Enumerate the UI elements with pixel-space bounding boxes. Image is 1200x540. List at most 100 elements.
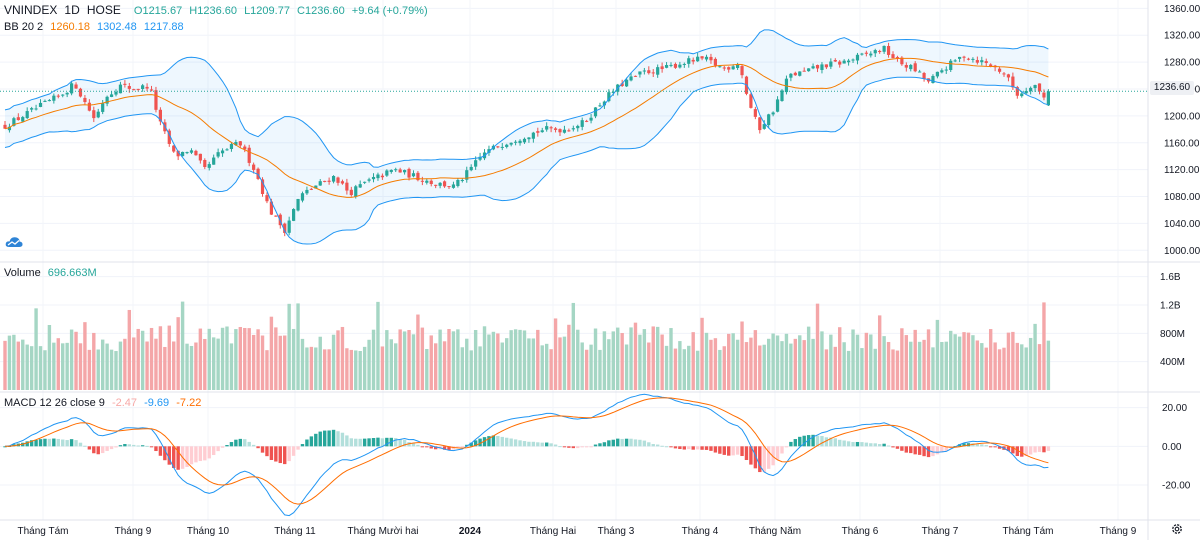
volume-bar xyxy=(38,346,43,390)
volume-bar xyxy=(860,348,864,390)
volume-bar xyxy=(274,327,278,390)
candle-body xyxy=(30,108,34,110)
volume-bar xyxy=(1028,337,1033,390)
macd-histogram-bar xyxy=(318,431,322,447)
cloud-logo-icon[interactable] xyxy=(5,236,23,248)
candle-body xyxy=(345,182,349,191)
volume-bar xyxy=(651,326,655,390)
candle xyxy=(149,85,154,92)
volume-bar xyxy=(402,331,407,390)
macd-tick-label: -20.00 xyxy=(1162,481,1191,492)
volume-bar xyxy=(278,335,282,390)
candle xyxy=(25,107,29,120)
volume-bar xyxy=(829,334,833,390)
volume-bar xyxy=(47,325,52,390)
volume-bar xyxy=(149,327,154,390)
settings-gear-icon[interactable] xyxy=(1170,522,1184,536)
macd-histogram-bar xyxy=(220,446,225,448)
candle xyxy=(966,57,971,61)
macd-histogram-bar xyxy=(278,446,282,464)
macd-histogram-bar xyxy=(362,438,367,447)
candle xyxy=(727,66,731,73)
candle xyxy=(16,113,20,121)
macd-histogram-bar xyxy=(909,446,913,454)
candle-body xyxy=(505,144,509,147)
candle-body xyxy=(474,160,478,167)
candle xyxy=(323,180,327,183)
bollinger-legend[interactable]: BB 20 2 1260.18 1302.48 1217.88 xyxy=(4,20,188,34)
candle-body xyxy=(562,129,567,133)
candle-body xyxy=(220,150,225,154)
bb-label[interactable]: BB 20 2 xyxy=(4,21,44,33)
volume-bar xyxy=(873,348,877,390)
macd-label[interactable]: MACD 12 26 close 9 xyxy=(4,397,105,409)
candle-body xyxy=(411,173,416,177)
macd-histogram-bar xyxy=(425,446,429,448)
macd-histogram-bar xyxy=(718,446,722,454)
candle xyxy=(220,148,225,157)
volume-bar xyxy=(584,349,589,390)
volume-tick-label: 400M xyxy=(1160,357,1185,368)
candle xyxy=(758,116,762,134)
volume-bar xyxy=(21,339,25,390)
volume-bar xyxy=(824,349,829,390)
volume-bar xyxy=(567,324,571,390)
candle-body xyxy=(842,60,846,64)
volume-bar xyxy=(203,338,207,390)
volume-bar xyxy=(993,342,997,390)
macd-histogram-bar xyxy=(394,438,398,447)
bb-basis-value: 1260.18 xyxy=(50,21,90,33)
volume-bar xyxy=(291,328,296,390)
candle xyxy=(265,192,269,204)
macd-histogram-bar xyxy=(216,446,220,452)
candle xyxy=(1033,84,1037,92)
candle-body xyxy=(709,56,713,61)
macd-legend[interactable]: MACD 12 26 close 9 -2.47 -9.69 -7.22 xyxy=(4,396,205,410)
macd-signal-value: -7.22 xyxy=(176,397,202,409)
volume-bar xyxy=(957,336,962,390)
candle-body xyxy=(585,120,589,122)
candle-body xyxy=(56,95,60,97)
candle xyxy=(345,178,349,195)
macd-histogram-bar xyxy=(100,446,105,454)
macd-histogram-bar xyxy=(487,436,491,447)
candle-body xyxy=(966,58,971,60)
macd-histogram-bar xyxy=(465,444,469,447)
macd-histogram-bar xyxy=(123,444,127,447)
interval-label[interactable]: 1D xyxy=(64,3,80,17)
macd-histogram-bar xyxy=(460,446,465,448)
candle-body xyxy=(185,152,189,154)
macd-histogram-bar xyxy=(926,446,931,458)
volume-bar xyxy=(775,335,780,390)
macd-histogram-bar xyxy=(873,443,877,447)
candle xyxy=(203,158,207,170)
volume-bar xyxy=(442,341,447,390)
volume-bar xyxy=(678,341,682,390)
macd-histogram-bar xyxy=(274,446,278,462)
volume-bar xyxy=(758,345,762,390)
candle-body xyxy=(673,63,678,68)
volume-bar xyxy=(522,330,527,390)
candle-body xyxy=(460,180,464,182)
volume-label[interactable]: Volume xyxy=(4,267,41,279)
volume-bar xyxy=(118,341,123,390)
candle-body xyxy=(571,128,575,130)
candle-body xyxy=(642,70,646,72)
macd-histogram-bar xyxy=(56,438,60,447)
time-tick-label: Tháng 11 xyxy=(274,526,316,537)
symbol-header[interactable]: VNINDEX 1D HOSE O1215.67 H1236.60 L1209.… xyxy=(4,3,432,18)
candle xyxy=(145,83,149,92)
volume-legend[interactable]: Volume 696.663M xyxy=(4,266,101,280)
macd-histogram-bar xyxy=(655,444,660,447)
volume-bar xyxy=(673,348,678,390)
volume-tick-label: 800M xyxy=(1160,329,1185,340)
symbol-name[interactable]: VNINDEX xyxy=(4,3,58,17)
candle-body xyxy=(442,181,447,187)
volume-bar xyxy=(234,329,238,390)
candle xyxy=(425,178,429,185)
candle-body xyxy=(771,112,775,115)
macd-histogram-bar xyxy=(740,446,744,457)
volume-bar xyxy=(704,332,709,390)
macd-line xyxy=(4,393,1049,517)
